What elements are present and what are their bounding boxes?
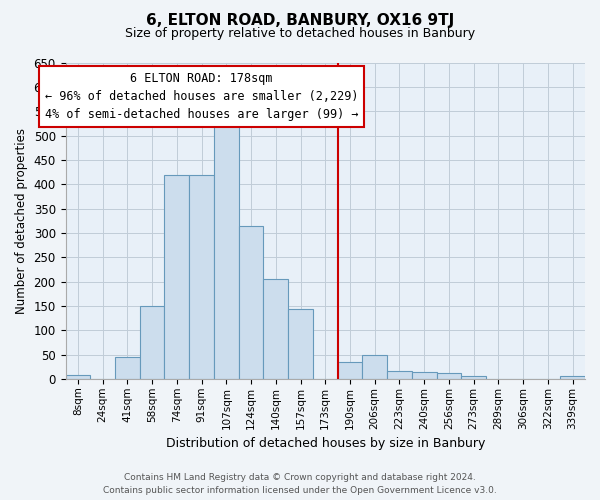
Bar: [164, 176, 189, 379]
Bar: [288, 310, 313, 379]
X-axis label: Distribution of detached houses by size in Banbury: Distribution of detached houses by size …: [166, 437, 485, 450]
Bar: [189, 176, 214, 379]
Bar: [140, 306, 164, 379]
Bar: [239, 226, 263, 379]
Text: Size of property relative to detached houses in Banbury: Size of property relative to detached ho…: [125, 28, 475, 40]
Bar: [412, 372, 437, 379]
Bar: [263, 279, 288, 379]
Bar: [338, 362, 362, 379]
Text: Contains HM Land Registry data © Crown copyright and database right 2024.
Contai: Contains HM Land Registry data © Crown c…: [103, 474, 497, 495]
Bar: [387, 370, 412, 379]
Text: 6, ELTON ROAD, BANBURY, OX16 9TJ: 6, ELTON ROAD, BANBURY, OX16 9TJ: [146, 12, 454, 28]
Bar: [437, 373, 461, 379]
Text: 6 ELTON ROAD: 178sqm
← 96% of detached houses are smaller (2,229)
4% of semi-det: 6 ELTON ROAD: 178sqm ← 96% of detached h…: [45, 72, 358, 121]
Bar: [461, 376, 486, 379]
Bar: [65, 375, 90, 379]
Bar: [214, 121, 239, 379]
Bar: [362, 354, 387, 379]
Bar: [560, 376, 585, 379]
Y-axis label: Number of detached properties: Number of detached properties: [15, 128, 28, 314]
Bar: [115, 357, 140, 379]
